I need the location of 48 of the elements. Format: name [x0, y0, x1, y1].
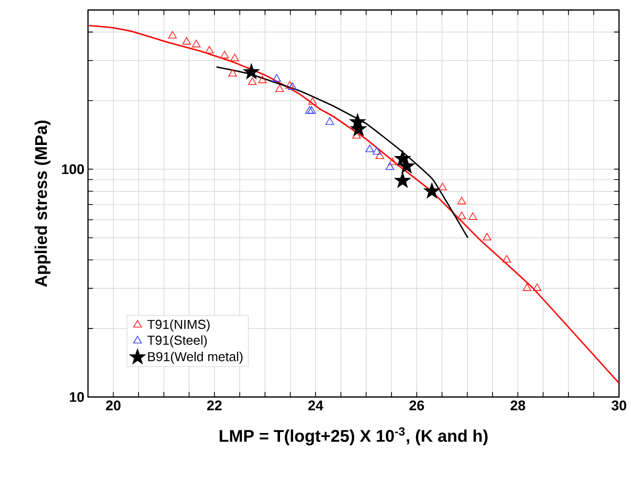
point: [288, 82, 297, 90]
point: [182, 37, 191, 45]
y-axis-title: Applied stress (MPa): [34, 120, 50, 287]
point: [258, 76, 267, 84]
point: [438, 182, 447, 190]
point: [482, 232, 492, 240]
legend-label: T91(Steel): [147, 335, 207, 348]
x-tick-label: 22: [207, 400, 222, 410]
point: [305, 106, 314, 114]
legend-label: T91(NIMS): [147, 319, 210, 332]
point: [220, 50, 229, 58]
point: [522, 283, 532, 291]
point: [325, 117, 334, 125]
x-tick-label: 30: [612, 400, 626, 410]
point: [275, 84, 284, 92]
x-axis-title: LMP = T(logt+25) X 10$^{-3}$, (K and h): [220, 427, 488, 446]
point: [228, 69, 237, 77]
point: [376, 151, 384, 159]
legend-label: B91(Weld metal): [148, 352, 243, 364]
point: [394, 172, 411, 188]
point: [424, 182, 440, 198]
point: [457, 196, 466, 204]
y-tick-label: 100: [62, 164, 84, 174]
point: [248, 77, 257, 85]
x-tick-label: 26: [409, 400, 424, 410]
point: [243, 64, 260, 79]
point: [398, 158, 415, 174]
point: [308, 97, 317, 105]
x-tick-label: 24: [308, 400, 324, 410]
x-tick-label: 28: [510, 400, 526, 410]
point: [272, 74, 281, 82]
point: [307, 106, 316, 114]
x-tick-label: 20: [106, 400, 120, 410]
point: [457, 212, 466, 220]
point: [372, 147, 382, 155]
point: [168, 30, 177, 38]
point: [192, 40, 201, 48]
point: [386, 162, 394, 170]
line-series: [88, 24, 620, 384]
y-tick-label: 10: [70, 392, 84, 402]
point: [502, 254, 512, 262]
point: [365, 144, 374, 152]
point: [532, 283, 542, 291]
point: [205, 46, 214, 54]
point: [468, 212, 478, 220]
point: [286, 81, 294, 89]
point: [230, 54, 239, 62]
point: [388, 158, 397, 166]
